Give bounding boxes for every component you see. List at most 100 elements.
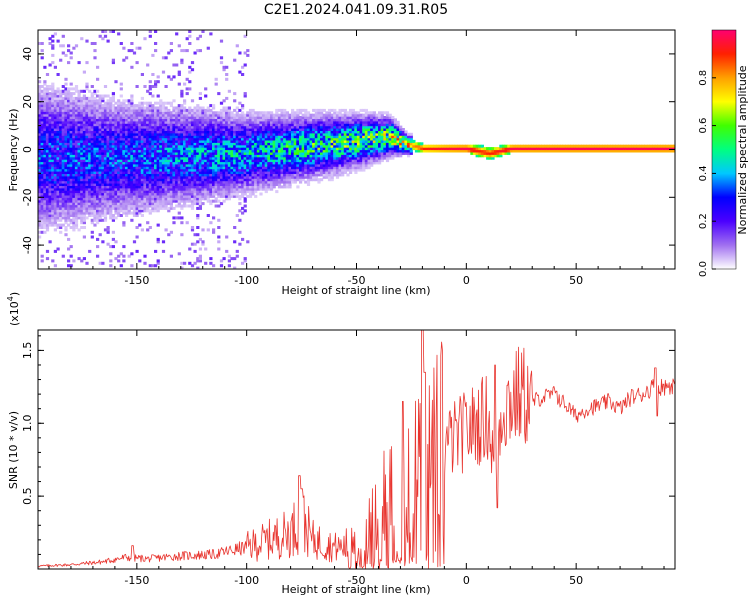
spectrogram-cell — [238, 180, 242, 184]
spectrogram-cell — [93, 111, 97, 115]
spectrogram-cell — [146, 171, 150, 174]
spectrogram-cell — [56, 209, 60, 213]
spectrogram-cell — [272, 161, 276, 165]
spectrogram-cell — [143, 130, 147, 134]
spectrogram-cell — [235, 173, 239, 177]
spectrogram-cell — [148, 144, 152, 148]
spectrogram-cell — [251, 108, 255, 112]
spectrogram-cell — [214, 147, 218, 151]
spectrogram-cell — [77, 206, 81, 210]
spectrogram-cell — [246, 142, 250, 146]
spectrogram-cell — [314, 125, 318, 129]
spectrogram-cell — [185, 120, 189, 124]
spectrogram-cell — [43, 226, 47, 229]
spectrogram-cell — [301, 120, 305, 124]
spectrogram-cell — [225, 151, 229, 155]
spectrogram-cell — [214, 128, 218, 131]
spectrogram-cell — [225, 187, 229, 191]
spectrogram-cell — [198, 123, 202, 127]
spectrogram-cell — [82, 106, 86, 110]
spectrogram-cell — [227, 89, 231, 93]
spectrogram-cell — [256, 147, 260, 151]
spectrogram-cell — [267, 185, 271, 189]
spectrogram-cell — [243, 144, 247, 148]
spectrogram-cell — [154, 147, 158, 151]
spectrogram-cell — [146, 161, 150, 165]
spectrogram-cell — [204, 192, 208, 196]
spectrogram-cell — [275, 142, 279, 146]
spectrogram-cell — [85, 149, 89, 153]
spectrogram-cell — [251, 132, 255, 136]
spectrogram-cell — [256, 180, 260, 184]
spectrogram-cell — [48, 149, 52, 153]
spectrogram-cell — [243, 156, 247, 160]
spectrogram-cell — [309, 113, 313, 117]
spectrogram-cell — [198, 120, 202, 124]
spectrogram-cell — [161, 249, 166, 253]
spectrogram-cell — [130, 101, 134, 105]
spectrogram-cell — [301, 163, 305, 167]
spectrogram-cell — [161, 166, 166, 170]
spectrogram-cell — [40, 226, 44, 229]
spectrogram-cell — [201, 190, 205, 194]
spectrogram-cell — [154, 144, 158, 148]
spectrogram-cell — [98, 187, 102, 191]
spectrogram-cell — [201, 240, 205, 244]
spectrogram-cell — [251, 113, 255, 117]
spectrogram-cell — [254, 178, 258, 182]
spectrogram-cell — [217, 204, 221, 208]
spectrogram-cell — [53, 202, 57, 206]
spectrogram-cell — [114, 240, 118, 244]
spectrogram-cell — [230, 118, 234, 122]
spectrogram-cell — [204, 185, 208, 189]
spectrogram-cell — [161, 202, 166, 206]
spectrogram-cell — [61, 99, 65, 103]
spectrogram-cell — [222, 161, 226, 165]
spectrogram-cell — [67, 142, 71, 146]
spectrogram-cell — [77, 137, 81, 141]
spectrogram-cell — [304, 108, 308, 112]
spectrogram-cell — [233, 113, 237, 117]
spectrogram-cell — [201, 116, 205, 119]
spectrogram-cell — [138, 142, 142, 146]
spectrogram-cell — [40, 230, 44, 234]
spectrogram-cell — [193, 233, 197, 237]
spectrogram-cell — [74, 192, 79, 196]
spectrogram-cell — [225, 111, 229, 115]
spectrogram-cell — [117, 123, 121, 127]
spectrogram-cell — [135, 113, 139, 117]
spectrogram-cell — [175, 178, 179, 182]
spectrogram-cell — [151, 135, 155, 139]
spectrogram-cell — [119, 154, 123, 158]
spectrogram-cell — [206, 142, 210, 146]
spectrogram-cell — [283, 173, 287, 177]
spectrogram-cell — [188, 166, 192, 170]
spectrogram-cell — [201, 123, 205, 127]
spectrogram-cell — [117, 99, 121, 103]
spectrogram-cell — [146, 130, 150, 134]
spectrogram-cell — [143, 187, 147, 191]
spectrogram-cell — [217, 130, 221, 134]
spectrogram-cell — [51, 168, 55, 172]
spectrogram-cell — [285, 175, 289, 179]
spectrogram-cell — [38, 206, 42, 210]
spectrogram-cell — [180, 171, 184, 174]
spectrogram-cell — [238, 123, 242, 127]
spectrogram-cell — [69, 128, 73, 131]
spectrogram-cell — [56, 149, 60, 153]
spectrogram-cell — [53, 154, 57, 158]
spectrogram-cell — [177, 180, 181, 184]
spectrogram-cell — [61, 128, 65, 131]
spectrogram-cell — [64, 116, 68, 119]
spectrogram-cell — [262, 137, 266, 141]
spectrogram-cell — [61, 85, 65, 88]
spectrogram-cell — [109, 185, 113, 189]
spectrogram-cell — [304, 171, 308, 174]
spectrogram-cell — [80, 108, 84, 112]
spectrogram-cell — [88, 249, 92, 253]
spectrogram-cell — [241, 178, 245, 182]
spectrogram-cell — [117, 163, 121, 167]
spectrogram-cell — [241, 123, 245, 127]
spectrogram-cell — [214, 197, 218, 201]
spectrogram-cell — [241, 104, 245, 108]
